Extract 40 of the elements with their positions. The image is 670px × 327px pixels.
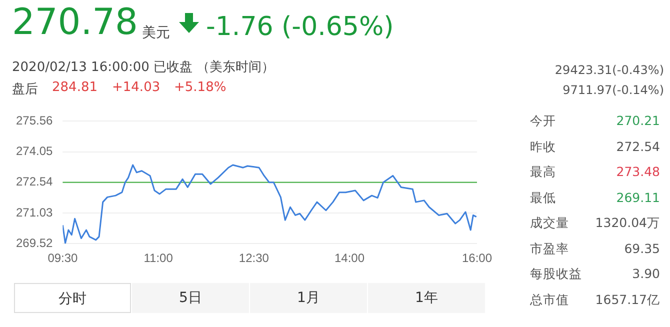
text: 9711.97(-0.14%) [562,83,664,97]
text: 每股收益 [530,266,582,283]
text: 1年 [368,283,485,313]
x-tick-label: 11:00 [144,251,174,266]
chart-subtitle: 2020/02/13 16:00:00 已收盘 （美东时间） [12,59,275,76]
text: 1657.17亿 [595,292,660,308]
text: +5.18% [174,80,226,95]
text: 分时 [14,283,131,313]
text: -1.76 (-0.65%) [206,12,394,42]
x-tick-label: 14:00 [334,251,365,266]
text: 市盈率 [530,240,569,258]
y-tick-label: 269.52 [16,236,54,250]
y-tick-label: 274.05 [16,144,54,158]
y-tick-label: 272.54 [16,174,54,189]
text: 270.21 [616,113,660,128]
text: 1320.04万 [595,215,660,232]
text: 盘后 [12,81,38,98]
text: 最高 [530,164,556,181]
text: 昨收 [530,138,556,156]
text: 69.35 [624,240,660,256]
text: 1月 [250,283,367,313]
text: +14.03 [112,80,160,95]
y-tick-label: 271.03 [16,205,54,220]
x-tick-label: 16:00 [462,251,492,266]
y-tick-label: 275.56 [16,114,54,128]
text: 美元 [142,24,170,42]
x-tick-label: 09:30 [48,251,78,266]
text: 最低 [530,190,556,206]
text: 29423.31(-0.43%) [554,63,664,77]
text: 今开 [530,113,556,130]
text: 3.90 [632,266,660,281]
text: 272.54 [616,138,660,154]
text: 273.48 [616,164,660,179]
text: 成交量 [530,215,569,232]
text: 284.81 [52,80,98,95]
text: 269.11 [616,190,660,204]
text: 总市值 [530,292,569,308]
chart-title: 270.78 [12,2,138,43]
x-tick-label: 12:30 [238,251,270,266]
text: 5日 [132,283,249,313]
